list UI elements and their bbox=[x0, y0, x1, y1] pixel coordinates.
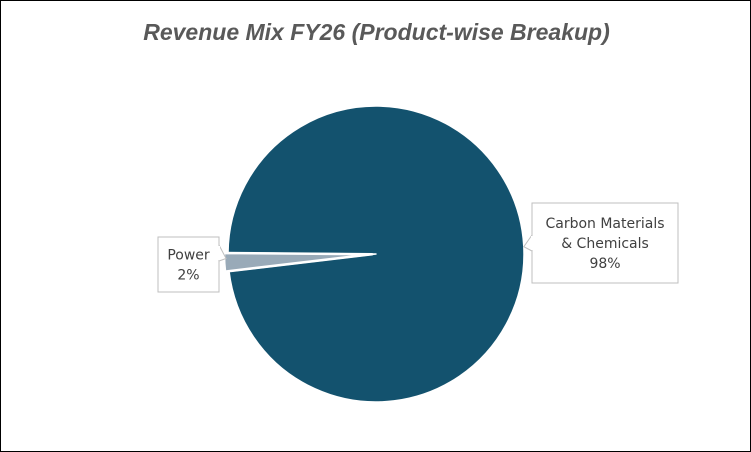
data-label-name: Carbon Materials bbox=[545, 216, 664, 232]
data-label-carbon-materials-chemicals: Carbon Materials & Chemicals 98% bbox=[523, 202, 679, 284]
callout-joint bbox=[531, 236, 533, 250]
callout-box bbox=[157, 236, 220, 293]
data-label-value: 98% bbox=[589, 256, 620, 272]
callout-box bbox=[531, 202, 679, 284]
data-label-name: Power bbox=[167, 248, 210, 264]
pie-slice-power bbox=[222, 251, 374, 273]
callout-pointer bbox=[218, 244, 227, 262]
data-label-power: Power 2% bbox=[157, 236, 227, 293]
chart-title: Revenue Mix FY26 (Product-wise Breakup) bbox=[143, 19, 610, 45]
data-label-value: 2% bbox=[177, 268, 199, 284]
pie-slice-carbon-materials-chemicals bbox=[227, 105, 525, 403]
callout-pointer bbox=[523, 234, 533, 252]
data-label-name: & Chemicals bbox=[561, 236, 649, 252]
callout-joint bbox=[218, 246, 220, 260]
